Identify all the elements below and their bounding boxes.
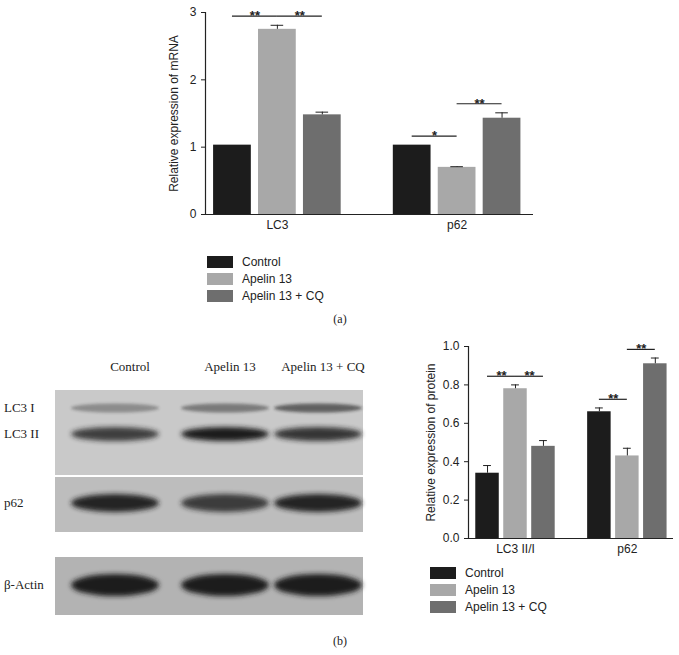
svg-text:0.6: 0.6 <box>443 416 460 430</box>
svg-text:**: ** <box>524 368 535 383</box>
svg-text:*: * <box>432 128 438 143</box>
svg-text:1.0: 1.0 <box>443 339 460 353</box>
html-text:Control: Control <box>465 566 504 580</box>
svg-text:p62: p62 <box>617 542 637 556</box>
svg-text:**: ** <box>496 368 507 383</box>
html-text:Apelin 13: Apelin 13 <box>242 272 292 286</box>
svg-text:Apelin 13 + CQ: Apelin 13 + CQ <box>281 359 365 374</box>
svg-text:0: 0 <box>190 207 197 221</box>
svg-text:Relative expression of mRNA: Relative expression of mRNA <box>167 35 181 192</box>
svg-text:0.8: 0.8 <box>443 378 460 392</box>
svg-text:Relative expression of protein: Relative expression of protein <box>424 363 438 521</box>
svg-text:1: 1 <box>190 140 197 154</box>
svg-text:**: ** <box>295 8 306 23</box>
svg-text:0.0: 0.0 <box>443 531 460 545</box>
svg-text:LC3 II/I: LC3 II/I <box>496 542 535 556</box>
svg-text:**: ** <box>250 8 261 23</box>
svg-text:β-Actin: β-Actin <box>4 577 44 592</box>
svg-text:p62: p62 <box>4 495 24 510</box>
svg-text:0.2: 0.2 <box>443 493 460 507</box>
html-text:Apelin 13 + CQ: Apelin 13 + CQ <box>465 600 547 614</box>
html-text:Apelin 13: Apelin 13 <box>465 583 515 597</box>
html-text:(a): (a) <box>333 312 347 326</box>
html-text:Apelin 13 + CQ: Apelin 13 + CQ <box>242 289 324 303</box>
svg-text:p62: p62 <box>447 218 467 232</box>
svg-text:Apelin 13: Apelin 13 <box>204 359 256 374</box>
svg-text:0.4: 0.4 <box>443 455 460 469</box>
html-text:Control: Control <box>242 255 281 269</box>
svg-text:**: ** <box>608 391 619 406</box>
svg-text:**: ** <box>475 96 486 111</box>
svg-text:LC3: LC3 <box>266 218 288 232</box>
svg-text:2: 2 <box>190 73 197 87</box>
html-text:(b): (b) <box>333 634 347 648</box>
svg-text:LC3 I: LC3 I <box>4 400 35 415</box>
svg-text:3: 3 <box>190 5 197 19</box>
svg-text:**: ** <box>636 341 647 356</box>
svg-text:Control: Control <box>110 359 150 374</box>
svg-text:LC3 II: LC3 II <box>4 426 39 441</box>
